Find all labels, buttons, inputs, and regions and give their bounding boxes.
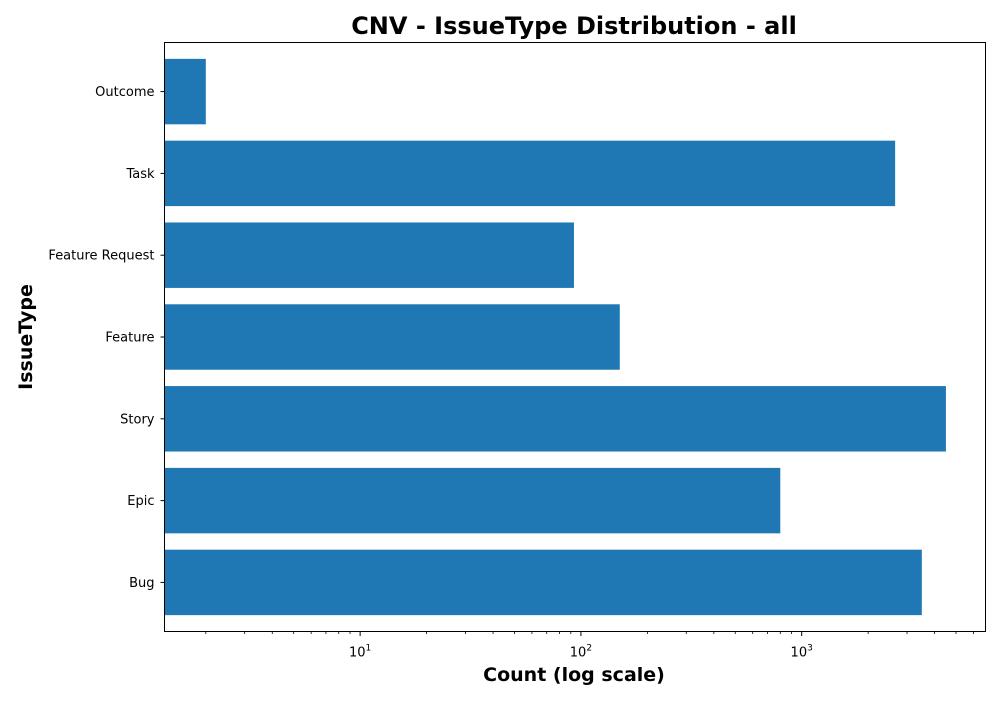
bar-task (164, 140, 896, 207)
x-axis-ticks: 101 102 103 (205, 631, 974, 661)
bar-feature-request (164, 222, 574, 288)
y-tick-label: Story (120, 412, 155, 427)
x-tick-label: 103 (791, 644, 813, 661)
x-axis-label: Count (log scale) (483, 664, 665, 686)
y-axis-ticks: Bug Epic Story Feature Feature Request Task Ou… (48, 85, 165, 591)
bar-story (164, 386, 946, 452)
y-tick-label: Epic (127, 494, 154, 509)
x-tick-exponent: 1 (366, 644, 372, 654)
x-tick-base: 10 (349, 646, 366, 661)
y-tick-label: Task (125, 167, 155, 182)
x-tick-exponent: 2 (586, 644, 592, 654)
x-tick-base: 10 (791, 646, 808, 661)
bar-epic (164, 467, 781, 534)
x-tick-label: 101 (349, 644, 371, 661)
x-tick-exponent: 3 (807, 644, 813, 654)
y-tick-label: Bug (129, 576, 154, 591)
bar-feature (164, 304, 620, 370)
bar-outcome (164, 58, 206, 125)
y-tick-label: Outcome (95, 85, 154, 100)
y-axis-label: IssueType (15, 284, 37, 390)
y-tick-label: Feature (105, 331, 154, 346)
x-tick-base: 10 (570, 646, 587, 661)
bars-layer (164, 58, 946, 616)
chart-title: CNV - IssueType Distribution - all (351, 12, 797, 40)
y-tick-label: Feature Request (48, 249, 154, 264)
x-tick-label: 102 (570, 644, 592, 661)
bar-bug (164, 549, 922, 616)
